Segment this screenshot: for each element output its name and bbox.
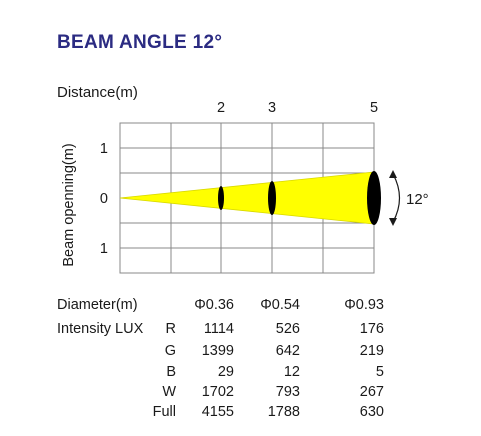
opening-tick-top: 1: [100, 141, 108, 157]
table-cell: 630: [359, 404, 384, 420]
row-key: R: [165, 321, 176, 337]
table-cell: 29: [217, 364, 234, 380]
table-cell: 219: [359, 343, 384, 359]
intensity-label: Intensity LUX: [57, 321, 144, 337]
angle-label: 12°: [406, 191, 429, 208]
distance-tick-2: 2: [217, 100, 225, 116]
table-cell: 1702: [201, 384, 234, 400]
arrow-up-icon: [389, 170, 397, 178]
opening-tick-bottom: 1: [100, 241, 108, 257]
row-key: Full: [152, 404, 176, 420]
beam-axis-label: Beam openning(m): [61, 143, 77, 266]
diagram-title: BEAM ANGLE 12°: [57, 32, 223, 53]
table-cell: 267: [359, 384, 384, 400]
table-cell: 5: [375, 364, 384, 380]
distance-tick-5: 5: [370, 100, 378, 116]
table-cell: 526: [275, 321, 300, 337]
table-cell: 1114: [203, 321, 234, 337]
beam-diagram: 12° 2 3 5 1 0 1 Beam openning(m): [61, 100, 429, 274]
distance-axis-label: Distance(m): [57, 84, 138, 101]
table-cell: 793: [275, 384, 300, 400]
table-cell: 176: [359, 321, 384, 337]
angle-arc: [392, 173, 401, 223]
distance-tick-3: 3: [268, 100, 276, 116]
diameter-value: Φ0.36: [194, 297, 234, 313]
table-cell: 12: [283, 364, 300, 380]
beam-section-3m: [268, 181, 276, 215]
diameter-label: Diameter(m): [57, 297, 138, 313]
diameter-value: Φ0.54: [260, 297, 300, 313]
table-cell: 1399: [201, 343, 234, 359]
beam-cone: [120, 172, 374, 224]
table-cell: 642: [275, 343, 300, 359]
table-cell: 4155: [201, 404, 234, 420]
beam-section-2m: [218, 186, 224, 210]
beam-edge: [119, 171, 375, 199]
opening-tick-zero: 0: [100, 191, 108, 207]
table-cell: 1788: [267, 404, 300, 420]
row-key: G: [164, 343, 176, 359]
arrow-down-icon: [389, 218, 397, 226]
diameter-value: Φ0.93: [344, 297, 384, 313]
row-key: W: [162, 384, 176, 400]
beam-edge: [119, 197, 375, 225]
beam-section-5m: [367, 171, 381, 225]
row-key: B: [166, 364, 176, 380]
